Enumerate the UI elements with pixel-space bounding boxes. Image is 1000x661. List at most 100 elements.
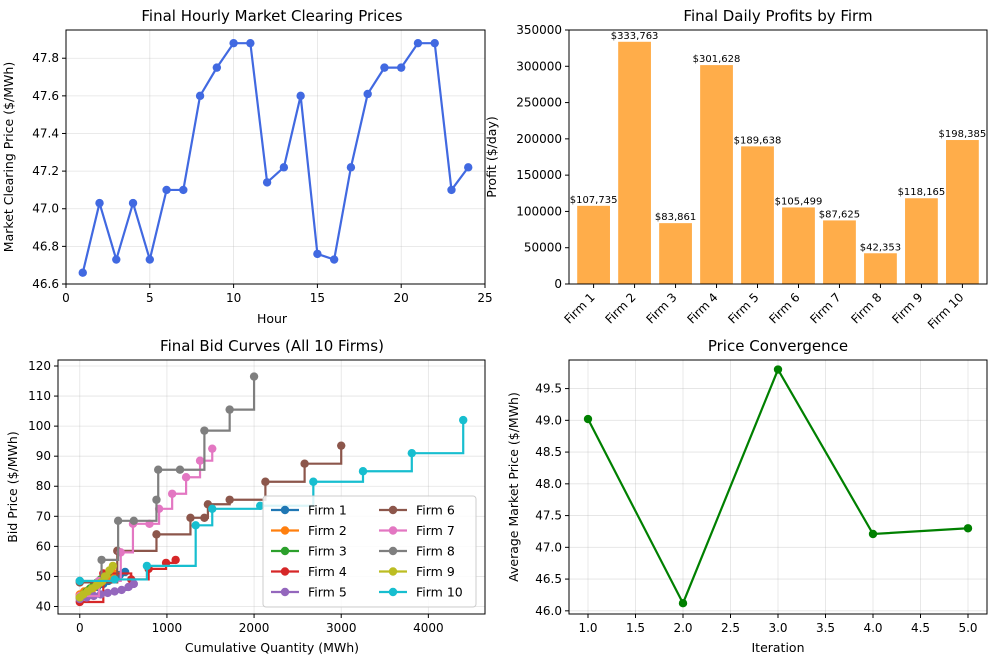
bid-point <box>300 459 309 468</box>
legend-box <box>262 495 477 608</box>
bid-point <box>195 456 205 465</box>
chart-title: Final Daily Profits by Firm <box>683 7 872 25</box>
plot-frame <box>57 359 486 615</box>
price-point <box>212 63 222 72</box>
bid-point <box>100 572 110 581</box>
bar-value-label: $83,861 <box>655 212 696 223</box>
bid-point <box>358 467 368 476</box>
bid-point <box>186 513 195 523</box>
plot-frame <box>65 29 486 285</box>
y-tick-label: 50000 <box>524 241 562 255</box>
x-tick-label: Firm 3 <box>643 290 679 326</box>
chart-title: Final Bid Curves (All 10 Firms) <box>160 337 384 355</box>
x-tick-label: Firm 8 <box>848 290 884 326</box>
y-tick-label: 100 <box>28 419 51 433</box>
legend-marker <box>280 567 290 576</box>
bid-point <box>117 585 126 595</box>
y-tick-label: 49.5 <box>535 382 562 396</box>
profit-bar <box>823 220 856 284</box>
y-axis-label: Profit ($/day) <box>484 116 499 198</box>
legend-label: Firm 1 <box>308 503 347 518</box>
y-tick-label: 60 <box>36 539 51 553</box>
legend-label: Firm 5 <box>308 585 347 600</box>
legend-label: Firm 7 <box>416 523 455 538</box>
bid-point <box>108 561 118 571</box>
bar-value-label: $42,353 <box>860 242 901 253</box>
legend-marker <box>280 587 290 597</box>
y-tick-label: 100000 <box>516 204 562 218</box>
x-tick-label: 3.0 <box>768 621 787 635</box>
x-tick-label: 20 <box>394 291 409 305</box>
y-tick-label: 300000 <box>516 59 562 73</box>
x-tick-label: 3000 <box>326 621 357 635</box>
legend-label: Firm 2 <box>308 523 347 538</box>
price-point <box>430 38 439 48</box>
profit-bar <box>782 207 815 284</box>
bid-point <box>309 477 318 486</box>
y-tick-label: 80 <box>36 479 51 493</box>
y-tick-label: 350000 <box>516 23 562 37</box>
convergence-point <box>868 529 878 539</box>
price-point <box>128 198 138 208</box>
hourly-price-chart: Final Hourly Market Clearing Prices Hour… <box>1 7 493 326</box>
bid-point <box>407 448 416 458</box>
bid-point <box>110 575 119 584</box>
bid-point <box>152 495 161 504</box>
y-tick-label: 110 <box>28 389 51 403</box>
bid-point <box>167 489 177 498</box>
price-convergence-chart: Price Convergence Iteration Average Mark… <box>506 337 988 655</box>
x-axis-label: Iteration <box>751 640 804 655</box>
x-tick-label: 15 <box>310 291 325 305</box>
price-point <box>329 255 339 264</box>
bid-point <box>337 441 346 450</box>
price-point <box>279 163 289 172</box>
bar-value-label: $118,165 <box>898 187 946 198</box>
y-axis-label: Bid Price ($/MWh) <box>5 431 20 542</box>
x-tick-label: 1000 <box>152 621 183 635</box>
price-point <box>112 255 121 264</box>
price-point <box>145 255 154 264</box>
x-tick-label: 25 <box>477 291 492 305</box>
profit-bar <box>905 198 938 284</box>
x-tick-label: 4.5 <box>911 621 930 635</box>
bid-point <box>110 587 119 596</box>
plot-frame <box>568 29 988 285</box>
price-point <box>78 268 87 277</box>
bid-point <box>154 465 163 474</box>
bid-point <box>152 530 161 539</box>
convergence-point <box>583 414 593 424</box>
bid-point <box>129 579 139 589</box>
y-tick-label: 49.0 <box>535 413 562 427</box>
x-tick-label: 3.5 <box>816 621 835 635</box>
profit-bar <box>659 223 692 284</box>
bid-point <box>191 521 200 530</box>
bid-point <box>200 426 209 435</box>
y-tick-label: 47.5 <box>535 509 562 523</box>
y-tick-label: 200000 <box>516 132 562 146</box>
bar-value-label: $105,499 <box>775 196 823 207</box>
y-tick-label: 46.8 <box>32 239 59 253</box>
x-tick-label: 10 <box>226 291 241 305</box>
y-tick-label: 47.8 <box>32 51 59 65</box>
x-tick-label: Firm 4 <box>684 290 720 326</box>
x-tick-label: 2.5 <box>721 621 740 635</box>
bid-curve <box>79 445 343 584</box>
profit-bar <box>700 65 733 284</box>
x-tick-label: Firm 9 <box>889 290 925 326</box>
legend-marker <box>388 546 398 556</box>
price-point <box>262 178 272 187</box>
bid-point <box>129 516 139 526</box>
bid-point <box>459 415 468 425</box>
bar-value-label: $333,763 <box>611 31 659 42</box>
y-tick-label: 47.2 <box>32 164 59 178</box>
x-axis-label: Hour <box>257 311 288 326</box>
x-axis-label: Cumulative Quantity (MWh) <box>185 640 359 655</box>
bar-value-label: $87,625 <box>819 209 860 220</box>
price-point <box>179 185 188 195</box>
x-tick-label: 0 <box>62 291 70 305</box>
x-tick-label: Firm 2 <box>602 290 638 326</box>
bid-point <box>96 590 105 599</box>
legend-marker <box>280 526 290 535</box>
price-point <box>296 91 305 101</box>
profit-bar <box>741 146 774 284</box>
